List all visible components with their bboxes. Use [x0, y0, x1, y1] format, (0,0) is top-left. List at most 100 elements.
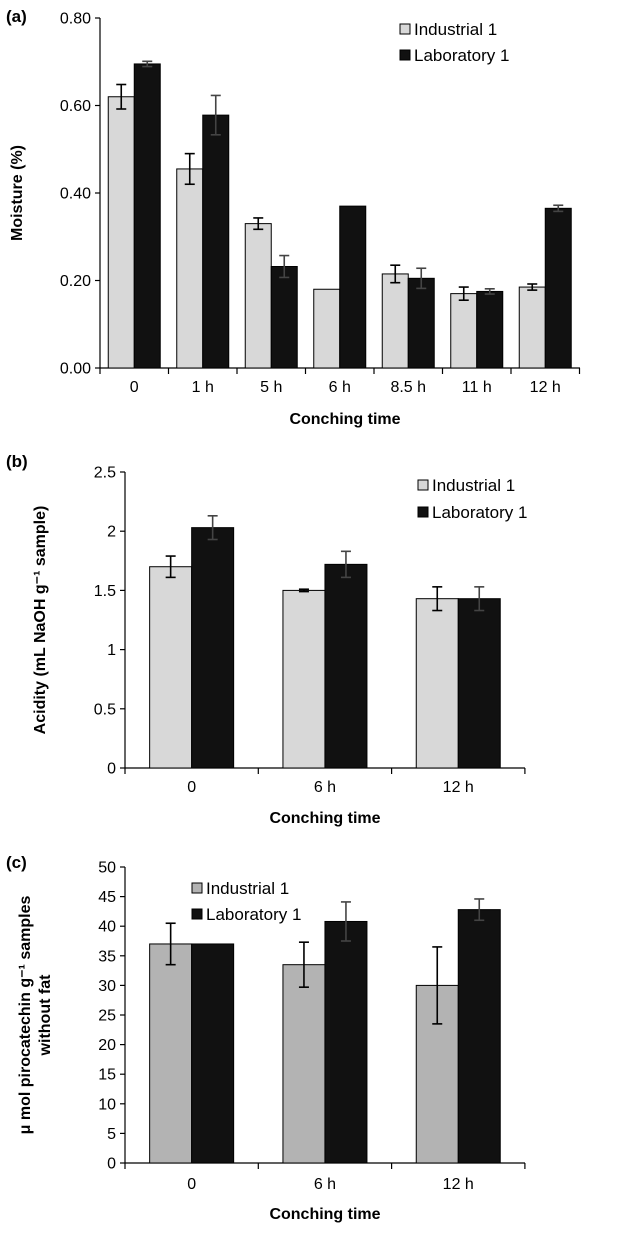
panel-label: (c): [6, 853, 27, 872]
y-tick-label: 2.5: [94, 465, 116, 482]
x-tick-label: 8.5 h: [390, 379, 426, 396]
x-tick-label: 1 h: [192, 379, 214, 396]
y-axis-title: Moisture (%): [9, 145, 26, 241]
legend-swatch: [399, 49, 411, 61]
x-axis-title: Conching time: [269, 810, 380, 827]
error-bar: [253, 217, 264, 231]
bar-industrial-1: [282, 589, 326, 769]
y-tick-label: 0.5: [94, 701, 116, 718]
error-bar: [474, 586, 485, 612]
error-bar: [279, 254, 290, 279]
error-bar: [390, 264, 401, 284]
x-tick-label: 6 h: [314, 779, 336, 796]
x-tick-label: 12 h: [530, 379, 561, 396]
bar-laboratory-1: [133, 63, 161, 369]
bar-industrial-1: [381, 273, 409, 369]
legend: Industrial 1 Laboratory 1: [417, 476, 527, 522]
bar-industrial-1: [450, 293, 478, 369]
legend-swatch: [191, 908, 203, 920]
bar-industrial-1: [244, 223, 272, 369]
y-tick-label: 1: [107, 642, 116, 659]
error-bar: [116, 83, 127, 110]
y-tick-label: 30: [98, 978, 116, 995]
y-tick-label: 2: [107, 524, 116, 541]
y-tick-label: 0.60: [60, 98, 91, 115]
error-bar: [474, 898, 485, 922]
legend-label: Laboratory 1: [414, 46, 509, 65]
bar-laboratory-1: [407, 277, 435, 369]
x-tick-label: 0: [187, 1176, 196, 1193]
bar-laboratory-1: [270, 266, 298, 369]
bar-industrial-1: [282, 964, 326, 1164]
error-bar: [142, 60, 153, 68]
error-bar: [484, 288, 495, 295]
chart-panel-c: (c) 0 5 10 15 20 25 30 35 40 45 50 0 6 h 12 h Conching …: [6, 853, 526, 1223]
bar-laboratory-1: [457, 598, 501, 769]
error-bar: [527, 283, 538, 291]
y-tick-label: 35: [98, 948, 116, 965]
legend-swatch: [191, 882, 203, 894]
error-bar: [207, 515, 218, 541]
x-tick-label: 12 h: [443, 779, 474, 796]
y-tick-label: 50: [98, 860, 116, 877]
bar-laboratory-1: [339, 205, 367, 369]
x-axis-title: Conching time: [269, 1206, 380, 1223]
error-bar: [432, 946, 443, 1025]
bar-laboratory-1: [457, 909, 501, 1164]
x-tick-label: 0: [130, 379, 139, 396]
error-bar: [165, 555, 176, 579]
error-bar: [298, 588, 309, 593]
bar-laboratory-1: [324, 563, 368, 769]
error-bar: [553, 204, 564, 213]
y-tick-label: 1.5: [94, 583, 116, 600]
chart-panel-b: (b) 0 0.5 1 1.5 2 2.5 0 6 h 12 h Conching time Acid…: [6, 452, 527, 827]
error-bar: [340, 550, 351, 579]
chart-panel-a: (a) 0.00 0.20 0.40 0.60 0.80 0 1 h 5 h 6 h 8.5 h 11…: [6, 7, 581, 428]
bar-industrial-1: [149, 566, 193, 769]
bar-industrial-1: [107, 96, 135, 369]
legend-label: Laboratory 1: [432, 503, 527, 522]
x-tick-label: 0: [187, 779, 196, 796]
error-bar: [210, 94, 221, 136]
legend: Industrial 1 Laboratory 1: [399, 20, 509, 65]
y-tick-label: 0.00: [60, 361, 91, 378]
y-tick-label: 15: [98, 1067, 116, 1084]
error-bar: [298, 941, 309, 988]
y-axis-title: μ mol pirocatechin g⁻¹ samples without fa…: [17, 896, 54, 1135]
error-bar: [184, 152, 195, 186]
legend-label: Industrial 1: [414, 20, 497, 39]
bar-laboratory-1: [544, 207, 572, 369]
error-bar: [340, 901, 351, 942]
y-tick-label: 45: [98, 889, 116, 906]
y-tick-label: 10: [98, 1096, 116, 1113]
x-tick-label: 12 h: [443, 1176, 474, 1193]
legend-label: Laboratory 1: [206, 905, 301, 924]
y-axis-title: Acidity (mL NaOH g⁻¹ sample): [32, 506, 49, 735]
y-tick-label: 20: [98, 1037, 116, 1054]
bar-laboratory-1: [324, 920, 368, 1164]
error-bar: [458, 286, 469, 301]
bar-industrial-1: [518, 286, 546, 369]
bar-laboratory-1: [191, 527, 235, 769]
y-tick-label: 0: [107, 1156, 116, 1173]
bar-industrial-1: [176, 168, 204, 369]
y-tick-label: 40: [98, 919, 116, 936]
x-tick-label: 5 h: [260, 379, 282, 396]
x-axis-title: Conching time: [289, 411, 400, 428]
y-tick-label: 0.40: [60, 186, 91, 203]
legend-swatch: [417, 506, 429, 518]
bar-laboratory-1: [191, 943, 235, 1164]
legend-label: Industrial 1: [432, 476, 515, 495]
y-tick-label: 0: [107, 761, 116, 778]
error-bar: [432, 586, 443, 612]
bar-industrial-1: [149, 943, 193, 1164]
error-bar: [165, 922, 176, 966]
legend-label: Industrial 1: [206, 879, 289, 898]
y-tick-label: 25: [98, 1008, 116, 1025]
legend: Industrial 1 Laboratory 1: [191, 879, 301, 924]
error-bar: [416, 267, 427, 290]
panel-label: (a): [6, 7, 27, 26]
bar-laboratory-1: [202, 114, 230, 369]
x-tick-label: 11 h: [462, 379, 492, 396]
